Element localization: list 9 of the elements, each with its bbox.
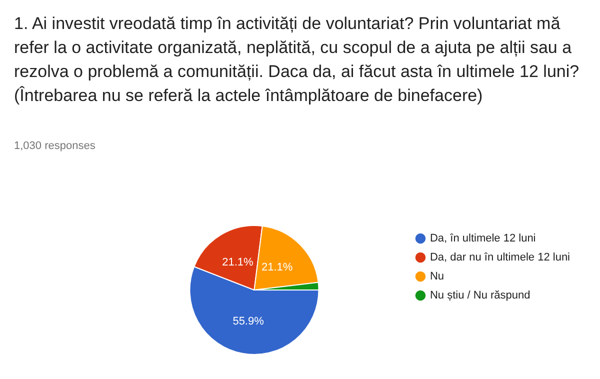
legend-label: Nu (430, 270, 444, 283)
data-label: 21.1% (222, 256, 254, 268)
chart-title: 1. Ai investit vreodată timp în activități de voluntariat? Prin voluntariat mă refer la o activitate organizată, neplătită, cu scopul de a ajuta pe alții sau a rezolva o problemă a comunității. Daca da, ai făcut asta în ultimele 12 luni? (Întrebarea nu se referă la actele întâmplătoare de binefacere) (14, 13, 580, 107)
data-label: 21.1% (262, 261, 293, 274)
legend-label: Nu știu / Nu răspund (430, 290, 530, 302)
text: 1,030 responses (14, 140, 96, 152)
legend-label: Da, dar nu în ultimele 12 luni (430, 252, 570, 264)
data-label: 55.9% (232, 316, 264, 328)
legend-label: Da, în ultimele 12 luni (430, 232, 536, 245)
